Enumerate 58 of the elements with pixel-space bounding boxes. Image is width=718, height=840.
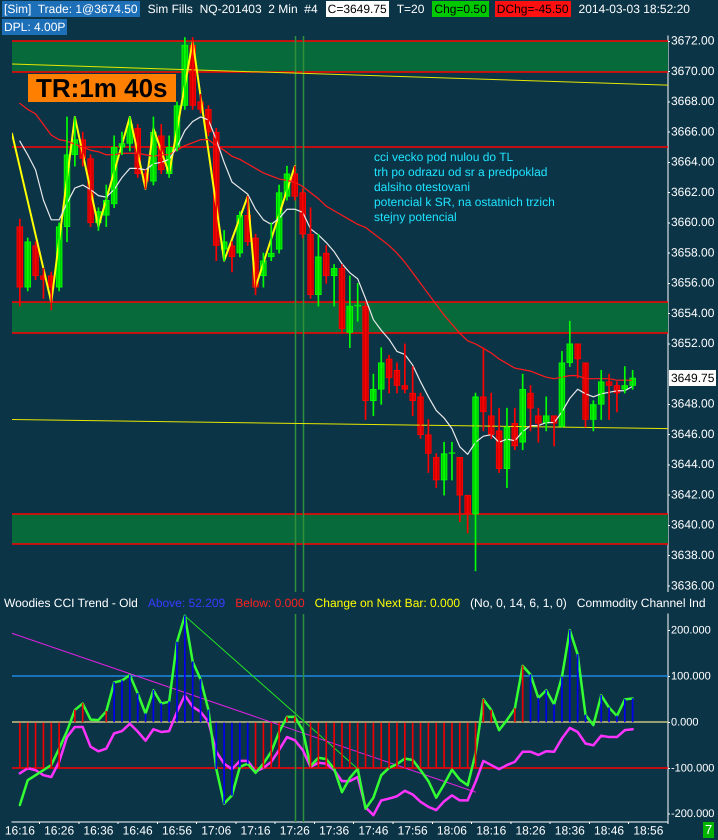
x-tick-label: 16:16 [4, 824, 36, 838]
y-tick-label: 0.000 [671, 716, 699, 728]
y-tick-label: 3664.00 [671, 154, 715, 169]
x-tick-label: 18:06 [436, 824, 468, 838]
text: Commodity Channel Ind [576, 595, 707, 611]
y-tick-label: 200.000 [671, 624, 711, 637]
y-tick-label: 3662.00 [671, 184, 715, 199]
x-tick-label: 18:36 [554, 824, 586, 838]
y-tick-label: 3652.00 [671, 336, 715, 350]
x-tick-label: 18:16 [476, 824, 507, 838]
text: 7 [703, 822, 714, 838]
y-tick-label: -200.000 [671, 808, 714, 820]
y-tick-label: 3670.00 [671, 64, 715, 78]
x-tick-label: 16:36 [83, 824, 114, 838]
text: 3649.75 [669, 370, 716, 386]
y-tick-label: 3658.00 [671, 245, 715, 260]
y-tick-label: 3644.00 [671, 457, 715, 472]
y-tick-label: 3636.00 [671, 578, 715, 592]
chart-title: Woodies CCI Trend - Old [3, 595, 139, 611]
y-tick-label: 3666.00 [671, 124, 715, 138]
x-tick-label: 18:26 [516, 824, 546, 838]
x-tick-label: 17:16 [240, 824, 271, 838]
y-tick-label: 3668.00 [671, 94, 715, 108]
text: Below: 0.000 [234, 595, 306, 611]
x-tick-label: 17:36 [319, 824, 350, 838]
y-tick-label: 3640.00 [671, 518, 715, 532]
text: Change on Next Bar: 0.000 [314, 595, 462, 611]
text: Chg=0.50 [432, 1, 489, 17]
y-tick-label: 3660.00 [671, 215, 715, 230]
x-tick-label: 16:56 [162, 824, 192, 838]
y-tick-label: 3646.00 [671, 426, 715, 441]
annotation: TR:1m 40s [28, 73, 176, 103]
text: Sim Fills NQ-201403 2 Min #4 [146, 1, 319, 17]
text: T=20 [396, 1, 426, 17]
annotation: cci vecko pod nulou do TL trh po odrazu od sr a predpoklad dalsiho otestovani potencial k SR, na ostatnich trzich stejny potencial [373, 150, 556, 225]
y-tick-label: 3656.00 [671, 276, 715, 290]
text: C=3649.75 [326, 1, 389, 17]
text: 2014-03-03 18:52:20 [578, 1, 691, 17]
x-tick-label: 18:46 [594, 824, 624, 838]
x-tick-label: 16:46 [122, 824, 154, 838]
x-tick-label: 17:46 [358, 824, 389, 838]
x-tick-label: 17:06 [201, 824, 232, 838]
y-tick-label: 3654.00 [671, 306, 715, 320]
y-tick-label: 3642.00 [671, 487, 715, 502]
x-tick-label: 16:26 [44, 824, 74, 838]
y-tick-label: 3638.00 [671, 548, 715, 562]
y-tick-label: -100.000 [671, 762, 714, 774]
x-tick-label: 17:56 [398, 824, 428, 838]
x-tick-label: 18:56 [633, 824, 664, 838]
y-tick-label: 100.000 [671, 670, 711, 682]
y-tick-label: 3648.00 [671, 396, 715, 411]
text: [Sim] Trade: 1@3674.50 [2, 1, 140, 17]
text: (No, 0, 14, 6, 1, 0) [469, 595, 568, 611]
text: DPL: 4.00P [2, 19, 68, 35]
x-tick-label: 17:26 [280, 824, 310, 838]
y-tick-label: 3672.00 [671, 34, 715, 48]
text: DChg=-45.50 [494, 1, 571, 17]
text: Above: 52.209 [146, 595, 226, 611]
